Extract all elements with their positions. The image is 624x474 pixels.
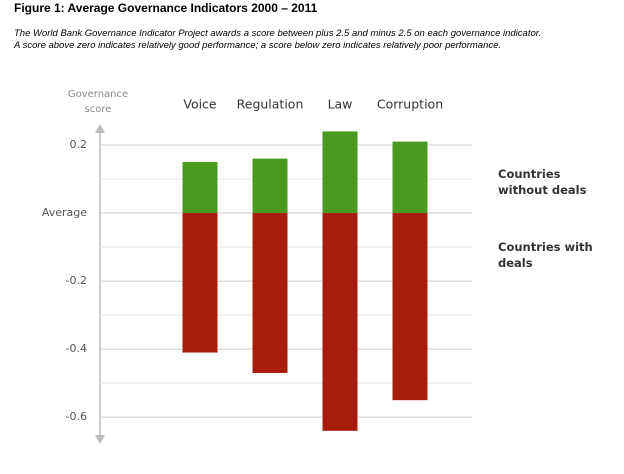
y-tick-label: -0.4 — [66, 342, 87, 355]
legend-entry: Countries with deals — [498, 240, 593, 270]
y-tick-label: 0.2 — [70, 138, 88, 151]
bar — [392, 213, 428, 401]
bar — [392, 141, 428, 214]
subtitle: A score above zero indicates relatively … — [14, 40, 502, 51]
bar — [322, 131, 358, 214]
y-tick-label: Average — [42, 206, 87, 219]
subtitle: The World Bank Governance Indicator Proj… — [14, 28, 542, 39]
bar — [322, 213, 358, 431]
x-tick-label: Corruption — [377, 97, 443, 112]
bar — [182, 213, 218, 353]
y-axis-label: Governance score — [67, 89, 129, 115]
chart-title: Figure 1: Average Governance Indicators … — [14, 1, 318, 15]
axis-arrow — [95, 435, 105, 444]
bar — [252, 158, 288, 214]
x-tick-label: Regulation — [237, 97, 304, 112]
axis-arrow — [95, 124, 105, 133]
x-tick-label: Law — [328, 97, 353, 112]
legend-entry: Countries without deals — [498, 167, 587, 197]
bar — [252, 213, 288, 373]
y-tick-label: -0.6 — [66, 410, 87, 423]
x-tick-label: Voice — [183, 97, 217, 112]
bar — [182, 162, 218, 214]
y-tick-label: -0.2 — [66, 274, 87, 287]
